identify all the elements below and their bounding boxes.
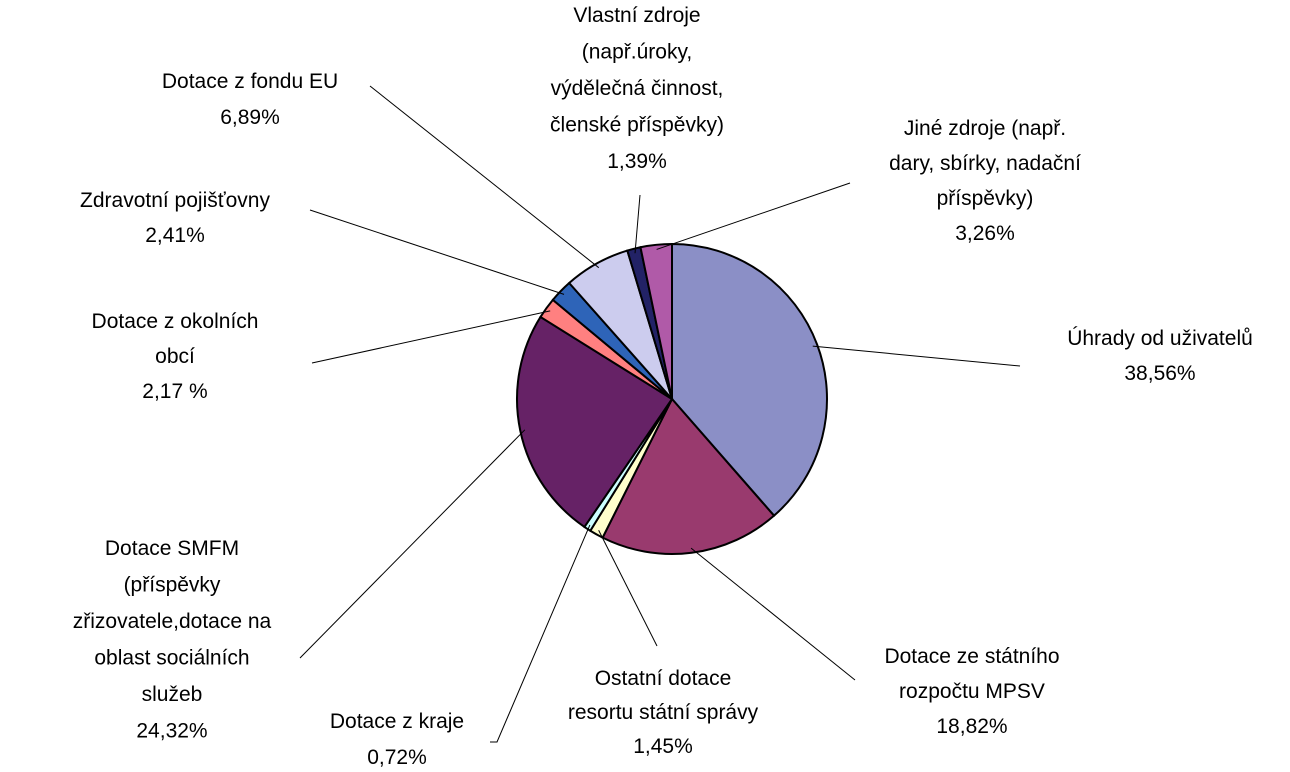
slice-value-label: 2,17 %	[142, 380, 207, 403]
slice-label-line: Vlastní zdroje	[573, 4, 700, 27]
leader-line	[369, 85, 600, 269]
slice-label-line: oblast sociálních	[94, 647, 249, 670]
slice-label-line: Dotace ze státního	[884, 645, 1059, 668]
slice-label: Úhrady od uživatelů 38,56%	[1067, 327, 1253, 385]
slice-label: Ostatní dotace resortu státní správy 1,45%	[568, 667, 759, 758]
slice-label-line: Ostatní dotace	[595, 667, 732, 690]
slice-value-label: 6,89%	[220, 106, 280, 129]
slice-label-line: Dotace SMFM	[105, 537, 239, 560]
leader-line	[311, 310, 551, 364]
slice-label: Jiné zdroje (např. dary, sbírky, nadační p…	[889, 117, 1081, 245]
slice-label-line: (např.úroky,	[582, 41, 693, 64]
slice-label-line: obcí	[155, 345, 195, 368]
slice-value-label: 1,45%	[633, 735, 693, 758]
slice-label-line: rozpočtu MPSV	[899, 680, 1045, 703]
leader-line	[299, 429, 526, 659]
leader-line	[490, 524, 591, 743]
pie-slice	[671, 242, 828, 518]
slice-label-line: Dotace z kraje	[330, 710, 464, 733]
slice-label-line: Zdravotní pojišťovny	[80, 189, 270, 212]
slice-label-line: služeb	[142, 683, 203, 706]
pie-slice	[516, 315, 674, 529]
slice-label-line: zřizovatele,dotace na	[73, 610, 272, 633]
leader-line	[309, 209, 565, 295]
slice-label-line: Dotace z fondu EU	[162, 70, 338, 93]
leader-line	[812, 345, 1021, 367]
slice-label-line: (příspěvky	[124, 574, 221, 597]
slice-label: Dotace z okolních obcí 2,17 %	[92, 310, 259, 403]
leader-line	[656, 182, 851, 250]
leader-line	[598, 530, 658, 647]
slice-label-line: Dotace z okolních	[92, 310, 259, 333]
slice-label: Dotace z fondu EU 6,89%	[162, 70, 338, 129]
slice-value-label: 38,56%	[1124, 362, 1195, 385]
slice-value-label: 2,41%	[145, 224, 205, 247]
slice-label: Dotace SMFM (příspěvky zřizovatele,dotace …	[73, 537, 272, 743]
slice-label-line: resortu státní správy	[568, 701, 759, 724]
slice-label-line: příspěvky)	[937, 187, 1034, 210]
slice-label: Vlastní zdroje (např.úroky, výdělečná činn…	[550, 4, 724, 173]
slice-value-label: 18,82%	[936, 715, 1007, 738]
slice-label-line: výdělečná činnost,	[551, 77, 724, 100]
leader-line	[634, 194, 641, 254]
slice-value-label: 0,72%	[367, 746, 427, 769]
slice-label-line: členské příspěvky)	[550, 114, 724, 137]
slice-label-line: Úhrady od uživatelů	[1067, 327, 1253, 350]
slice-value-label: 24,32%	[136, 720, 207, 743]
slice-label-line: dary, sbírky, nadační	[889, 152, 1081, 175]
slice-label-line: Jiné zdroje (např.	[904, 117, 1066, 140]
slice-value-label: 1,39%	[607, 150, 667, 173]
slice-value-label: 3,26%	[955, 222, 1015, 245]
slice-label: Zdravotní pojišťovny 2,41%	[80, 189, 270, 247]
pie-slice	[601, 397, 776, 555]
leader-line	[690, 547, 856, 681]
slice-label: Dotace ze státního rozpočtu MPSV 18,82%	[884, 645, 1059, 738]
slice-label: Dotace z kraje 0,72%	[330, 710, 464, 769]
